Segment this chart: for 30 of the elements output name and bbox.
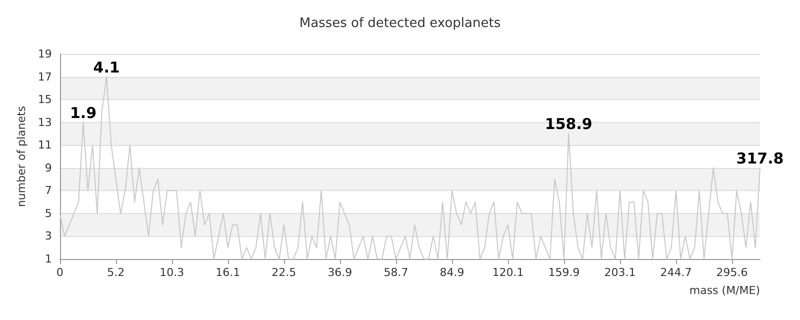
x-tick-label: 120.1 — [492, 266, 524, 279]
y-tick-label: 19 — [38, 48, 52, 60]
y-tick-label: 5 — [44, 206, 52, 220]
y-tick-label: 1 — [44, 252, 52, 266]
annotation: 4.1 — [93, 58, 120, 76]
y-axis-title: number of planets — [15, 106, 28, 208]
x-tick-label: 159.9 — [548, 266, 580, 279]
x-tick-label: 244.7 — [660, 266, 692, 279]
y-tick-label: 15 — [38, 93, 52, 106]
x-tick-label: 22.5 — [272, 266, 296, 279]
y-tick-label: 7 — [44, 184, 52, 198]
annotation: 317.8 — [736, 149, 784, 168]
x-tick-label: 5.2 — [107, 266, 125, 279]
x-axis-title: mass (M/ME) — [689, 284, 760, 297]
y-tick-label: 9 — [44, 161, 52, 174]
y-tick-label: 17 — [38, 70, 52, 84]
x-tick-label: 10.3 — [160, 266, 184, 279]
x-tick-label: 58.7 — [384, 266, 408, 279]
x-tick-label: 84.9 — [440, 266, 464, 279]
x-tick-label: 0 — [56, 266, 64, 279]
x-tick-label: 36.9 — [328, 266, 352, 279]
chart-title: Masses of detected exoplanets — [299, 16, 501, 31]
annotation: 158.9 — [544, 115, 592, 134]
x-tick-label: 295.6 — [716, 266, 748, 279]
annotation: 1.9 — [70, 104, 97, 122]
x-tick-label: 16.1 — [216, 266, 240, 279]
y-tick-label: 3 — [44, 230, 52, 243]
y-tick-label: 11 — [38, 138, 52, 152]
x-tick-label: 203.1 — [604, 266, 636, 279]
y-tick-label: 13 — [38, 116, 52, 129]
